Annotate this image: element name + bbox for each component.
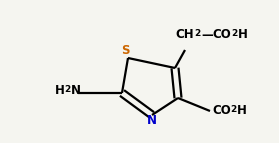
Text: H: H [238,28,248,41]
Text: CH: CH [175,28,194,41]
Text: 2: 2 [64,85,70,94]
Text: CO: CO [212,105,231,118]
Text: 2: 2 [231,28,237,37]
Text: 2: 2 [230,105,236,114]
Text: H: H [237,105,247,118]
Text: 2: 2 [194,28,200,37]
Text: CO: CO [212,28,231,41]
Text: —: — [201,28,213,41]
Text: N: N [71,85,81,98]
Text: H: H [55,85,65,98]
Text: N: N [147,115,157,128]
Text: S: S [121,43,129,56]
